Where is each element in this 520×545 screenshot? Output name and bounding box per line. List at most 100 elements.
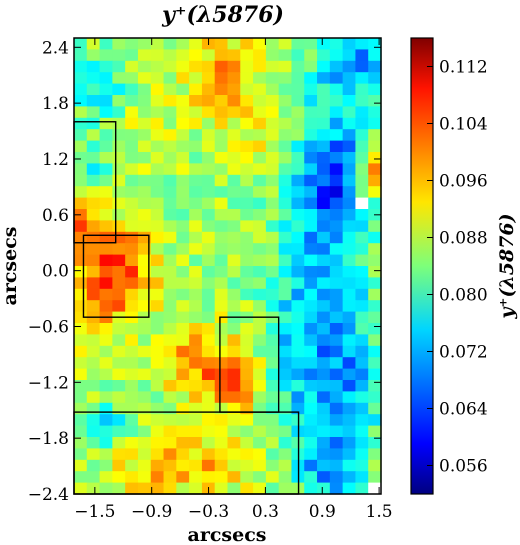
- heatmap-cell: [125, 448, 139, 461]
- heatmap-cell: [163, 459, 177, 472]
- heatmap-cell: [74, 368, 88, 381]
- heatmap-cell: [227, 266, 241, 278]
- heatmap-cell: [74, 49, 88, 62]
- heatmap-cell: [240, 117, 254, 130]
- heatmap-cell: [317, 95, 331, 107]
- heatmap-cell: [125, 368, 139, 381]
- heatmap-cell: [201, 266, 216, 278]
- heatmap-cell: [150, 345, 165, 358]
- heatmap-cell: [86, 83, 101, 96]
- heatmap-cell: [189, 345, 203, 358]
- heatmap-cell: [125, 38, 139, 50]
- heatmap-cell: [355, 311, 369, 324]
- heatmap-cell: [112, 174, 126, 187]
- heatmap-cell: [86, 414, 101, 427]
- heatmap-cell: [150, 254, 165, 267]
- heatmap-cell: [240, 209, 254, 221]
- heatmap-cell: [253, 72, 267, 85]
- heatmap-cell: [355, 243, 369, 256]
- heatmap-cell: [125, 106, 139, 119]
- heatmap-cell: [368, 60, 382, 73]
- heatmap-cell: [253, 174, 267, 187]
- heatmap-cell: [240, 391, 254, 404]
- heatmap-cell: [278, 83, 293, 96]
- heatmap-cell: [112, 49, 126, 62]
- heatmap-cell: [329, 129, 344, 142]
- heatmap-cell: [86, 357, 101, 370]
- heatmap-cell: [86, 60, 101, 73]
- heatmap-cell: [176, 288, 190, 301]
- heatmap-cell: [74, 357, 88, 370]
- heatmap-cell: [240, 163, 254, 176]
- heatmap-cell: [137, 402, 152, 415]
- heatmap-cell: [265, 72, 280, 85]
- heatmap-cell: [368, 152, 382, 164]
- heatmap-cell: [355, 323, 369, 335]
- heatmap-cell: [368, 380, 382, 392]
- heatmap-cell: [163, 425, 177, 438]
- heatmap-cell: [227, 72, 241, 85]
- heatmap-cell: [278, 174, 293, 187]
- heatmap-cell: [125, 391, 139, 404]
- y-tick-label: −1.2: [28, 373, 69, 393]
- heatmap-cell: [163, 437, 177, 449]
- heatmap-cell: [265, 197, 280, 210]
- heatmap-cell: [368, 437, 382, 449]
- heatmap-cell: [240, 38, 254, 50]
- heatmap-cell: [176, 186, 190, 199]
- heatmap-cell: [368, 197, 382, 210]
- y-tick-label: 0.6: [42, 206, 69, 226]
- heatmap-cell: [291, 186, 305, 199]
- x-tick-label: −0.9: [131, 502, 172, 522]
- x-axis-label: arcsecs: [188, 524, 267, 545]
- heatmap-cell: [99, 117, 113, 130]
- heatmap-cell: [317, 197, 331, 210]
- heatmap-cell: [125, 95, 139, 107]
- heatmap-cell: [329, 448, 344, 461]
- heatmap-cell: [125, 425, 139, 438]
- heatmap-cell: [99, 38, 113, 50]
- heatmap-cell: [163, 72, 177, 85]
- heatmap-cell: [342, 209, 357, 221]
- heatmap-cell: [265, 482, 280, 495]
- heatmap-cell: [240, 106, 254, 119]
- heatmap-cell: [240, 83, 254, 96]
- heatmap-cell: [278, 197, 293, 210]
- heatmap-cell: [112, 186, 126, 199]
- heatmap-cell: [265, 414, 280, 427]
- heatmap-cell: [189, 49, 203, 62]
- heatmap-cell: [368, 163, 382, 176]
- heatmap-cell: [137, 368, 152, 381]
- heatmap-cell: [112, 60, 126, 73]
- heatmap-cell: [342, 368, 357, 381]
- heatmap-cell: [317, 414, 331, 427]
- heatmap-cell: [368, 254, 382, 267]
- heatmap-cell: [291, 391, 305, 404]
- heatmap-cell: [112, 482, 126, 495]
- heatmap-cell: [201, 471, 216, 484]
- heatmap-cell: [150, 243, 165, 256]
- heatmap-cell: [355, 334, 369, 347]
- heatmap-cell: [150, 174, 165, 187]
- heatmap-cell: [112, 220, 126, 233]
- heatmap-cell: [329, 152, 344, 164]
- heatmap-cell: [304, 288, 318, 301]
- heatmap-cell: [291, 83, 305, 96]
- heatmap-cell: [201, 414, 216, 427]
- heatmap-cell: [150, 72, 165, 85]
- heatmap-cell: [201, 152, 216, 164]
- heatmap-cell: [86, 368, 101, 381]
- heatmap-cell: [265, 334, 280, 347]
- heatmap-cell: [112, 414, 126, 427]
- heatmap-cell: [253, 129, 267, 142]
- heatmap-cell: [253, 448, 267, 461]
- heatmap-cell: [265, 106, 280, 119]
- heatmap-cell: [214, 380, 229, 392]
- heatmap-cell: [329, 380, 344, 392]
- heatmap-cell: [317, 231, 331, 244]
- heatmap-cell: [189, 300, 203, 313]
- heatmap-cell: [99, 334, 113, 347]
- heatmap-cell: [150, 117, 165, 130]
- heatmap-cell: [74, 174, 88, 187]
- heatmap-cell: [86, 471, 101, 484]
